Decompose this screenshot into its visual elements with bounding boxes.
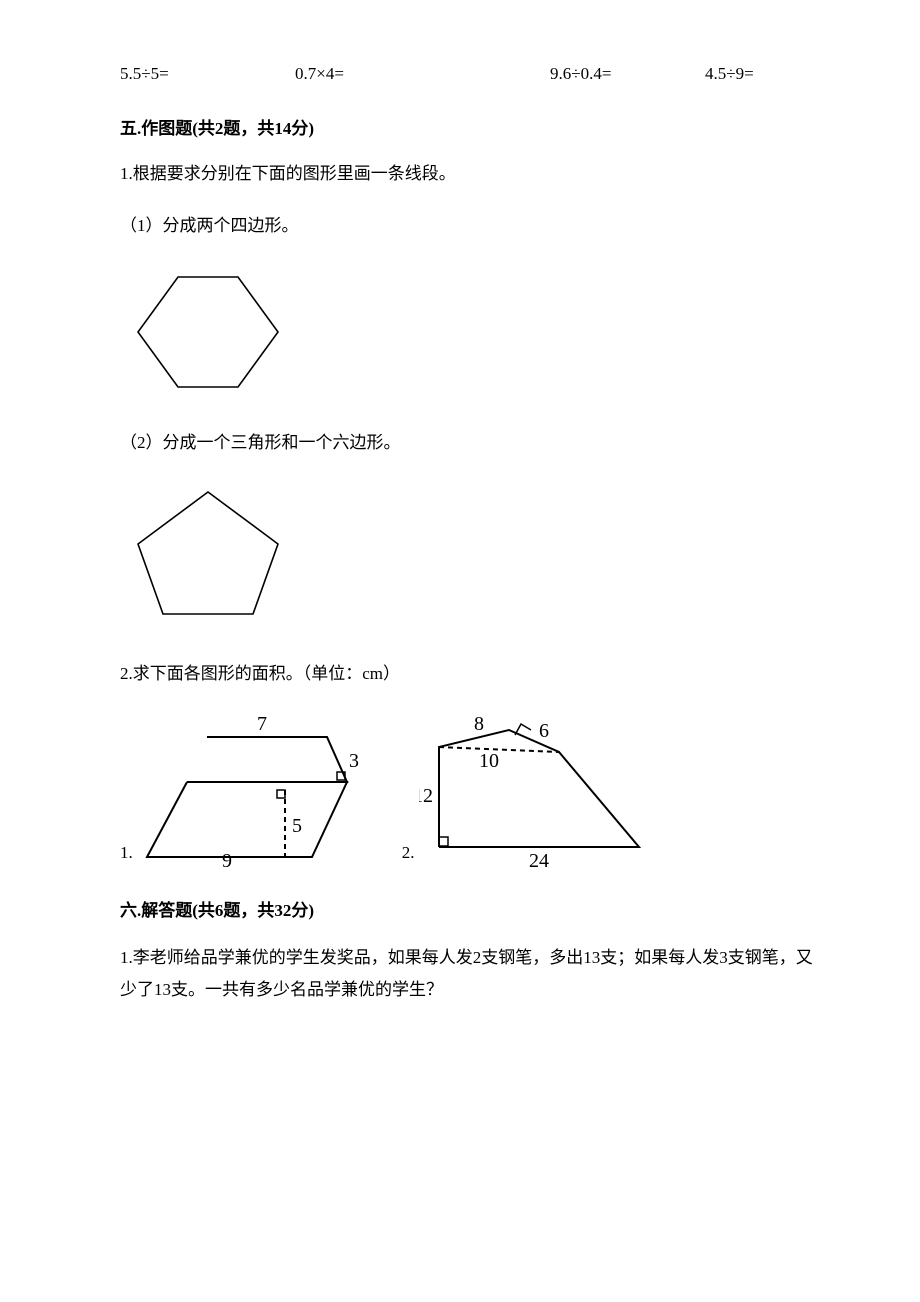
fig2-label-8: 8 xyxy=(474,713,484,735)
q5-1-sub1: （1）分成两个四边形。 xyxy=(120,212,820,239)
fig2-label-10: 10 xyxy=(479,750,499,772)
q6-1-text: 1.李老师给品学兼优的学生发奖品，如果每人发2支钢笔，多出13支；如果每人发3支… xyxy=(120,942,820,1007)
hexagon-polygon xyxy=(138,277,278,387)
arithmetic-row: 5.5÷5= 0.7×4= 9.6÷0.4= 4.5÷9= xyxy=(120,60,820,87)
pentagon-shape xyxy=(128,484,820,632)
fig2-number: 2. xyxy=(402,839,415,866)
figures-row: 1. 7 3 5 9 2. xyxy=(120,712,820,867)
arith-item: 4.5÷9= xyxy=(705,60,754,87)
pentagon-polygon xyxy=(138,492,278,614)
fig1-label-bottom: 9 xyxy=(222,850,232,867)
section-5-header: 五.作图题(共2题，共14分) xyxy=(120,115,820,142)
figure-1-svg: 7 3 5 9 xyxy=(137,712,362,867)
fig1-label-mid: 5 xyxy=(292,815,302,837)
figure-1-block: 1. 7 3 5 9 xyxy=(120,712,362,867)
fig1-label-right: 3 xyxy=(349,750,359,772)
fig1-number: 1. xyxy=(120,839,133,866)
arith-item: 9.6÷0.4= xyxy=(550,60,705,87)
figure-2-block: 2. 8 6 10 12 24 xyxy=(402,712,654,867)
arith-item: 0.7×4= xyxy=(295,60,550,87)
section-6-header: 六.解答题(共6题，共32分) xyxy=(120,897,820,924)
arith-item: 5.5÷5= xyxy=(120,60,295,87)
q5-1-text: 1.根据要求分别在下面的图形里画一条线段。 xyxy=(120,160,820,187)
fig2-label-24: 24 xyxy=(529,850,549,867)
fig2-label-12: 12 xyxy=(419,785,433,807)
q5-2-text: 2.求下面各图形的面积。（单位：cm） xyxy=(120,660,820,687)
figure-2-svg: 8 6 10 12 24 xyxy=(419,712,654,867)
q5-1-sub2: （2）分成一个三角形和一个六边形。 xyxy=(120,429,820,456)
fig2-label-6: 6 xyxy=(539,720,549,742)
fig1-label-top: 7 xyxy=(257,713,267,735)
hexagon-shape xyxy=(128,267,820,405)
